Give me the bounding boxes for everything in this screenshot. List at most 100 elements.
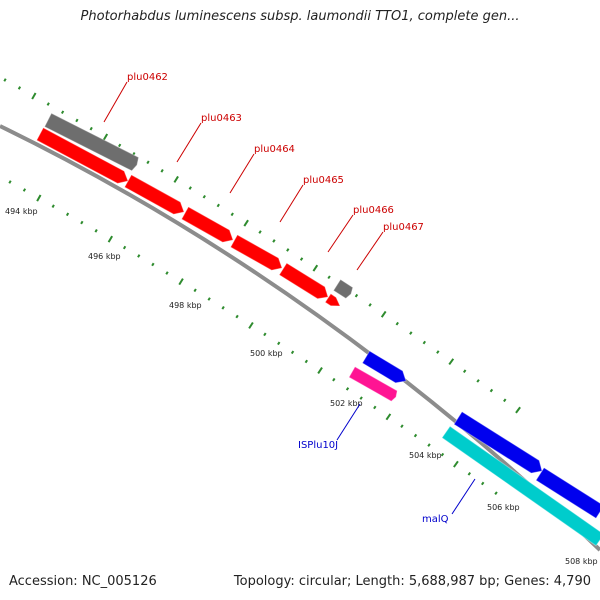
- tick-mark: [17, 86, 22, 90]
- gene-features: [36, 112, 600, 547]
- leader-line: [451, 478, 476, 515]
- map-title: Photorhabdus luminescens subsp. laumondi…: [80, 9, 520, 24]
- scale-label: 496 kbp: [88, 252, 121, 261]
- gene-label-isplu10j[interactable]: ISPlu10J: [298, 440, 338, 451]
- tick-mark: [107, 235, 114, 243]
- tick-mark: [165, 271, 169, 275]
- gene-label-plu0466[interactable]: plu0466: [353, 205, 394, 216]
- tick-mark: [467, 472, 472, 476]
- tick-mark: [3, 78, 7, 82]
- tick-mark: [368, 303, 372, 307]
- red-cds-3[interactable]: [180, 206, 234, 243]
- tick-mark: [146, 160, 150, 165]
- tick-mark: [448, 358, 455, 366]
- red-cds-6[interactable]: [324, 293, 341, 307]
- tick-mark: [503, 398, 507, 403]
- red-cds-2[interactable]: [123, 174, 185, 215]
- leader-line: [103, 81, 128, 123]
- tick-mark: [160, 169, 164, 173]
- tick-mark: [312, 264, 319, 272]
- tick-mark: [277, 341, 281, 346]
- tick-mark: [515, 406, 521, 414]
- gray-gene-1[interactable]: [43, 112, 140, 172]
- tick-mark: [118, 143, 122, 148]
- tick-mark: [216, 203, 220, 208]
- gray-gene-2[interactable]: [332, 278, 354, 300]
- leader-line: [327, 214, 354, 253]
- tick-mark: [272, 239, 276, 243]
- tick-mark: [132, 152, 136, 156]
- scale-label: 502 kbp: [330, 399, 363, 408]
- tick-mark: [31, 92, 37, 100]
- tick-mark: [46, 102, 50, 106]
- gene-label-plu0465[interactable]: plu0465: [303, 175, 344, 186]
- tick-mark: [202, 194, 206, 199]
- blue-cds-1[interactable]: [361, 350, 407, 384]
- scale-label: 500 kbp: [250, 349, 283, 358]
- tick-mark: [494, 491, 498, 495]
- tick-mark: [221, 305, 225, 310]
- tick-mark: [481, 481, 485, 486]
- leader-line: [176, 122, 202, 163]
- tick-mark: [327, 275, 331, 280]
- tick-marks: [3, 78, 521, 495]
- tick-mark: [304, 359, 308, 364]
- tick-mark: [235, 314, 239, 319]
- tick-mark: [413, 433, 418, 438]
- leader-line: [356, 231, 384, 271]
- tick-mark: [409, 331, 413, 335]
- tick-mark: [476, 379, 480, 383]
- red-cds-4[interactable]: [229, 234, 283, 271]
- tick-mark: [248, 321, 254, 329]
- tick-mark: [332, 377, 336, 382]
- tick-mark: [60, 110, 65, 115]
- gene-label-plu0463[interactable]: plu0463: [201, 113, 242, 124]
- scale-label: 498 kbp: [169, 301, 202, 310]
- genome-summary: Topology: circular; Length: 5,688,987 bp…: [233, 574, 591, 589]
- gene-label-plu0462[interactable]: plu0462: [127, 72, 168, 83]
- tick-mark: [263, 332, 267, 337]
- gene-labels: plu0462 plu0463 plu0464 plu0465 plu0466 plu04…: [103, 72, 476, 525]
- tick-mark: [137, 254, 141, 258]
- scale-labels: 494 kbp 496 kbp 498 kbp 500 kbp 502 kbp 504 k…: [5, 207, 598, 566]
- scale-label: 494 kbp: [5, 207, 38, 216]
- tick-mark: [395, 321, 399, 326]
- red-cds-1[interactable]: [36, 127, 129, 184]
- tick-mark: [436, 350, 440, 354]
- tick-mark: [258, 230, 262, 234]
- tick-mark: [173, 175, 179, 183]
- tick-mark: [230, 212, 234, 217]
- red-cds-5[interactable]: [278, 262, 329, 300]
- gene-label-plu0464[interactable]: plu0464: [254, 144, 295, 155]
- scale-label: 506 kbp: [487, 503, 520, 512]
- tick-mark: [102, 133, 109, 141]
- tick-mark: [290, 350, 295, 355]
- tick-mark: [243, 219, 249, 227]
- leader-line: [229, 153, 255, 194]
- tick-mark: [207, 297, 211, 301]
- tick-mark: [317, 367, 323, 374]
- tick-mark: [453, 460, 459, 468]
- tick-mark: [22, 188, 27, 192]
- tick-mark: [188, 186, 192, 190]
- cyan-feature[interactable]: [441, 425, 600, 547]
- tick-mark: [193, 288, 197, 293]
- tick-mark: [400, 424, 404, 428]
- tick-mark: [359, 396, 363, 400]
- tick-mark: [354, 293, 359, 298]
- tick-mark: [299, 257, 304, 261]
- tick-mark: [89, 126, 93, 131]
- blue-cds-2[interactable]: [453, 411, 543, 474]
- gene-label-malq[interactable]: malQ: [422, 514, 449, 525]
- tick-mark: [151, 262, 155, 267]
- tick-mark: [489, 388, 494, 393]
- tick-mark: [440, 452, 445, 457]
- tick-mark: [427, 443, 431, 447]
- pink-feature[interactable]: [348, 366, 398, 402]
- tick-mark: [8, 180, 12, 184]
- gene-label-plu0467[interactable]: plu0467: [383, 222, 424, 233]
- leader-line: [336, 403, 361, 441]
- tick-mark: [178, 278, 184, 286]
- blue-cds-3[interactable]: [535, 467, 600, 519]
